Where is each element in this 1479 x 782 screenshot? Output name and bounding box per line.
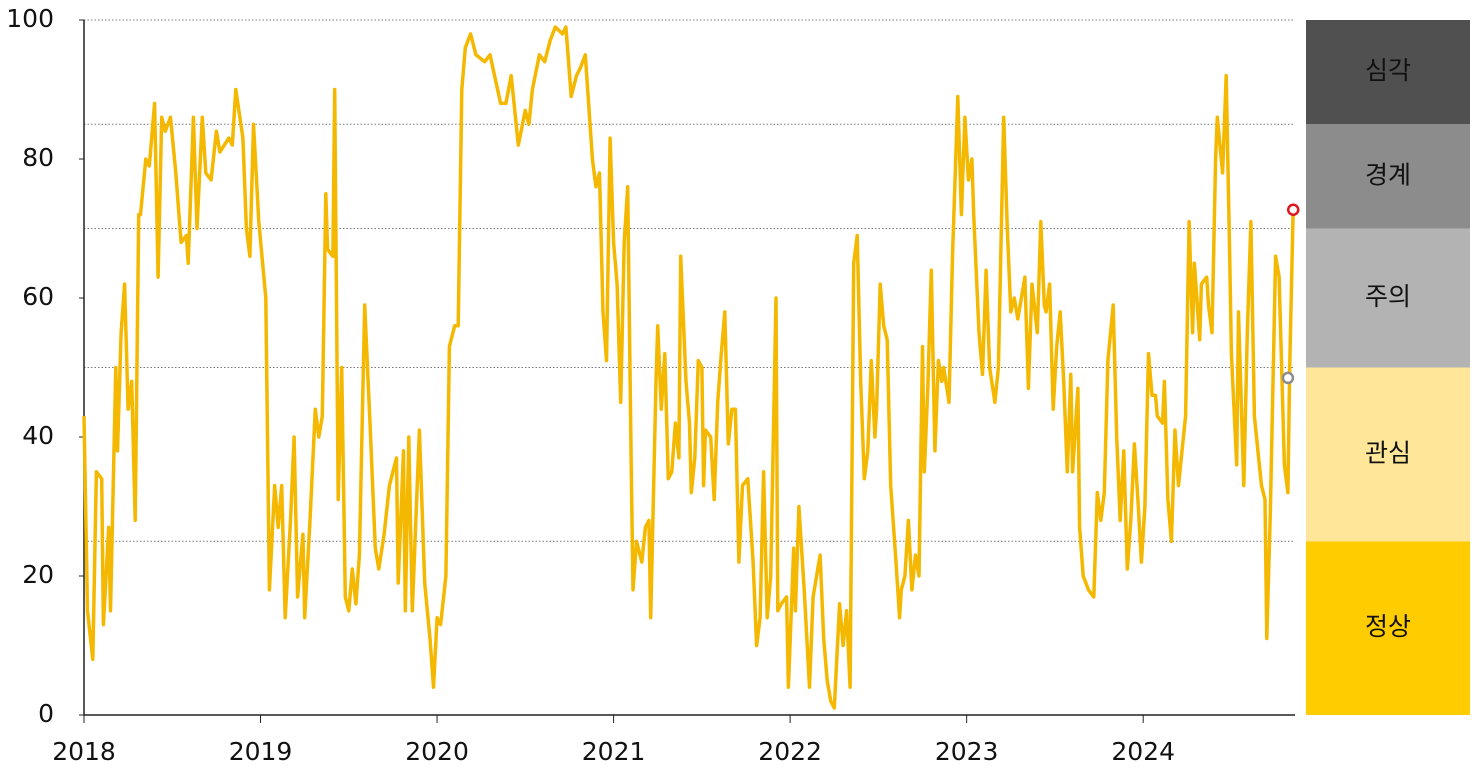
band bbox=[1306, 541, 1470, 715]
end-marker bbox=[1281, 371, 1295, 385]
x-tick-label: 2024 bbox=[1111, 737, 1175, 766]
band bbox=[1306, 20, 1470, 125]
y-tick-label: 60 bbox=[22, 282, 54, 311]
band bbox=[1306, 124, 1470, 229]
x-tick-label: 2020 bbox=[405, 737, 469, 766]
x-tick-label: 2018 bbox=[52, 737, 116, 766]
band-label: 심각 bbox=[1365, 56, 1411, 85]
band bbox=[1306, 228, 1470, 368]
x-tick-label: 2023 bbox=[935, 737, 999, 766]
band-label: 경계 bbox=[1365, 160, 1411, 189]
y-tick-label: 0 bbox=[38, 699, 54, 728]
band-label: 주의 bbox=[1365, 282, 1411, 311]
y-tick-label: 20 bbox=[22, 560, 54, 589]
band-label: 관심 bbox=[1365, 438, 1411, 467]
end-marker bbox=[1286, 203, 1300, 216]
y-tick-label: 40 bbox=[22, 421, 54, 450]
x-tick-label: 2021 bbox=[582, 737, 646, 766]
x-tick-label: 2022 bbox=[758, 737, 822, 766]
data-line bbox=[82, 25, 1295, 710]
band bbox=[1306, 367, 1470, 542]
y-tick-label: 80 bbox=[22, 143, 54, 172]
x-tick-label: 2019 bbox=[229, 737, 293, 766]
y-tick-label: 100 bbox=[6, 4, 54, 33]
band-label: 정상 bbox=[1365, 612, 1411, 641]
